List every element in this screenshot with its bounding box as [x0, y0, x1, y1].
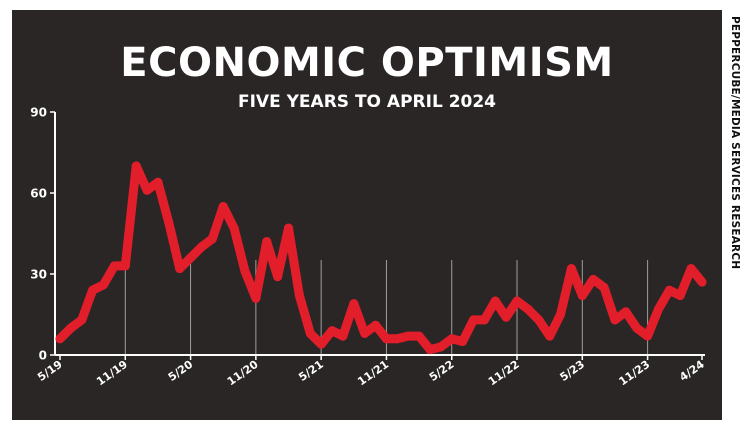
- data-point: [599, 283, 609, 292]
- data-point: [621, 307, 631, 317]
- y-tick-label: 60: [30, 187, 47, 201]
- data-point: [120, 261, 130, 271]
- data-point: [251, 293, 261, 303]
- data-point: [381, 334, 391, 344]
- data-point: [207, 234, 217, 244]
- x-tick-label: 5/20: [166, 358, 196, 384]
- data-point: [349, 299, 359, 309]
- data-point: [55, 334, 65, 344]
- chart-title: ECONOMIC OPTIMISM: [120, 40, 614, 86]
- data-point: [664, 285, 674, 295]
- data-point: [360, 328, 370, 338]
- data-point: [610, 315, 620, 325]
- data-point: [392, 334, 402, 344]
- data-point: [316, 339, 326, 349]
- data-point: [458, 337, 468, 346]
- data-point: [425, 345, 435, 355]
- y-tick-label: 0: [39, 349, 47, 363]
- x-tick-label: 11/23: [616, 358, 652, 389]
- x-tick-label: 11/22: [486, 358, 522, 389]
- x-tick-label: 5/23: [557, 358, 587, 384]
- data-point: [142, 185, 152, 195]
- data-point: [545, 331, 555, 341]
- data-point: [131, 161, 141, 171]
- data-point: [305, 328, 315, 338]
- data-point: [371, 320, 381, 330]
- x-tick-label: 11/21: [355, 358, 391, 389]
- data-point: [66, 323, 76, 333]
- data-point: [109, 261, 119, 271]
- data-point: [273, 272, 283, 282]
- data-point: [284, 223, 294, 233]
- data-point: [447, 334, 457, 344]
- data-point: [327, 326, 337, 336]
- data-point: [153, 177, 163, 187]
- data-point: [403, 331, 413, 341]
- y-axis-ticks: 0 30 60 90: [30, 106, 55, 363]
- y-tick-label: 30: [30, 268, 47, 282]
- data-point: [186, 253, 196, 263]
- x-tick-label: 11/20: [225, 358, 261, 389]
- data-point: [436, 342, 446, 352]
- data-point: [556, 310, 566, 319]
- data-point: [501, 312, 511, 322]
- x-tick-label: 5/21: [296, 358, 326, 384]
- source-credit: PEPPERCUBE/MEDIA SERVICES RESEARCH: [724, 16, 748, 416]
- data-point: [523, 304, 533, 314]
- x-axis-ticks: 5/19 11/19 5/20 11/20 5/21 11/21 5/22 11/22 5/23…: [35, 355, 707, 388]
- data-point: [686, 264, 696, 274]
- data-point: [175, 264, 185, 274]
- data-point: [338, 331, 348, 341]
- data-point: [414, 331, 424, 341]
- data-point: [196, 242, 206, 252]
- data-point: [653, 304, 663, 314]
- data-point: [534, 315, 544, 325]
- data-points: [55, 161, 707, 355]
- x-tick-label: 5/22: [427, 358, 457, 384]
- x-tick-label: 11/19: [94, 358, 130, 389]
- data-point: [218, 202, 228, 211]
- data-point: [697, 277, 707, 287]
- data-point: [262, 237, 272, 247]
- data-point: [479, 315, 489, 325]
- chart-subtitle: FIVE YEARS TO APRIL 2024: [237, 92, 497, 112]
- y-tick-label: 90: [30, 106, 47, 120]
- source-credit-text: PEPPERCUBE/MEDIA SERVICES RESEARCH: [729, 16, 741, 270]
- data-point: [229, 223, 239, 233]
- data-point: [675, 291, 685, 301]
- series-line: [55, 161, 707, 355]
- data-point: [88, 285, 98, 295]
- data-point: [240, 266, 250, 276]
- data-point: [588, 274, 598, 284]
- data-point: [77, 315, 87, 325]
- x-tick-label: 4/24: [677, 358, 707, 384]
- data-point: [468, 315, 478, 325]
- data-point: [512, 296, 522, 306]
- data-point: [577, 291, 587, 301]
- data-point: [164, 218, 174, 228]
- data-point: [294, 291, 304, 301]
- data-point: [643, 331, 653, 341]
- data-point: [566, 264, 576, 274]
- data-point: [490, 296, 500, 306]
- data-point: [632, 323, 642, 333]
- data-point: [99, 280, 109, 290]
